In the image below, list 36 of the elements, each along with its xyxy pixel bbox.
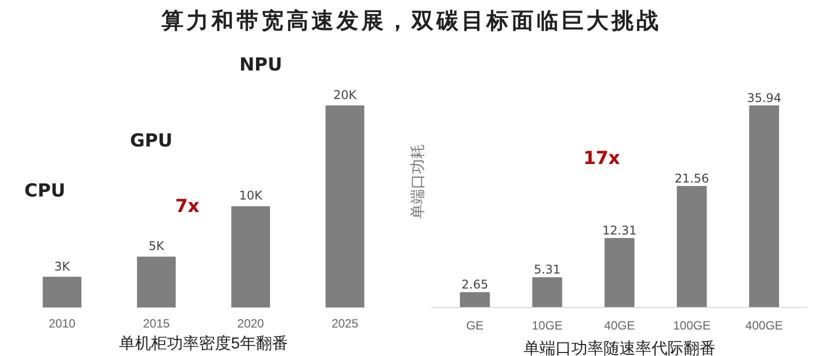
data-label: 20K xyxy=(333,88,358,102)
x-tick-label: 400GE xyxy=(745,318,783,332)
bar xyxy=(231,206,270,308)
x-tick-label: 100GE xyxy=(673,318,710,332)
data-label: 35.94 xyxy=(746,90,782,105)
bar xyxy=(42,276,82,308)
annotation: 7x xyxy=(175,196,200,217)
x-tick-label: 2015 xyxy=(143,316,170,330)
text: NPU xyxy=(239,54,282,76)
x-tick-label: 10GE xyxy=(532,318,563,332)
y-axis-title: 单端口功耗 xyxy=(410,144,426,219)
data-label: 5K xyxy=(148,239,166,254)
annotation: CPU xyxy=(24,180,66,202)
bar xyxy=(604,238,634,308)
data-label: 10K xyxy=(239,188,264,203)
x-tick-label: GE xyxy=(466,318,484,332)
x-axis-title: 单端口功率随速率代际翻番 xyxy=(524,340,716,356)
data-label: 21.56 xyxy=(674,172,709,186)
x-axis-title: 单机柜功率密度5年翻番 xyxy=(119,334,288,352)
x-tick-label: 2025 xyxy=(332,316,359,330)
bar xyxy=(532,277,562,308)
data-label: 3K xyxy=(54,259,71,274)
bar xyxy=(749,105,780,308)
x-tick-label: 2010 xyxy=(48,316,76,330)
data-label: 2.65 xyxy=(462,278,488,292)
bar xyxy=(326,105,364,308)
annotation: GPU xyxy=(130,130,173,152)
data-label: 5.31 xyxy=(534,262,561,277)
data-label: 12.31 xyxy=(602,223,637,238)
chart-title: 算力和带宽高速发展，双碳目标面临巨大挑战 xyxy=(162,7,662,35)
bar xyxy=(137,256,176,308)
annotation: 17x xyxy=(583,148,620,169)
x-tick-label: 40GE xyxy=(604,318,635,332)
bar xyxy=(460,292,490,308)
bar xyxy=(676,186,707,308)
x-tick-label: 2020 xyxy=(237,316,264,330)
